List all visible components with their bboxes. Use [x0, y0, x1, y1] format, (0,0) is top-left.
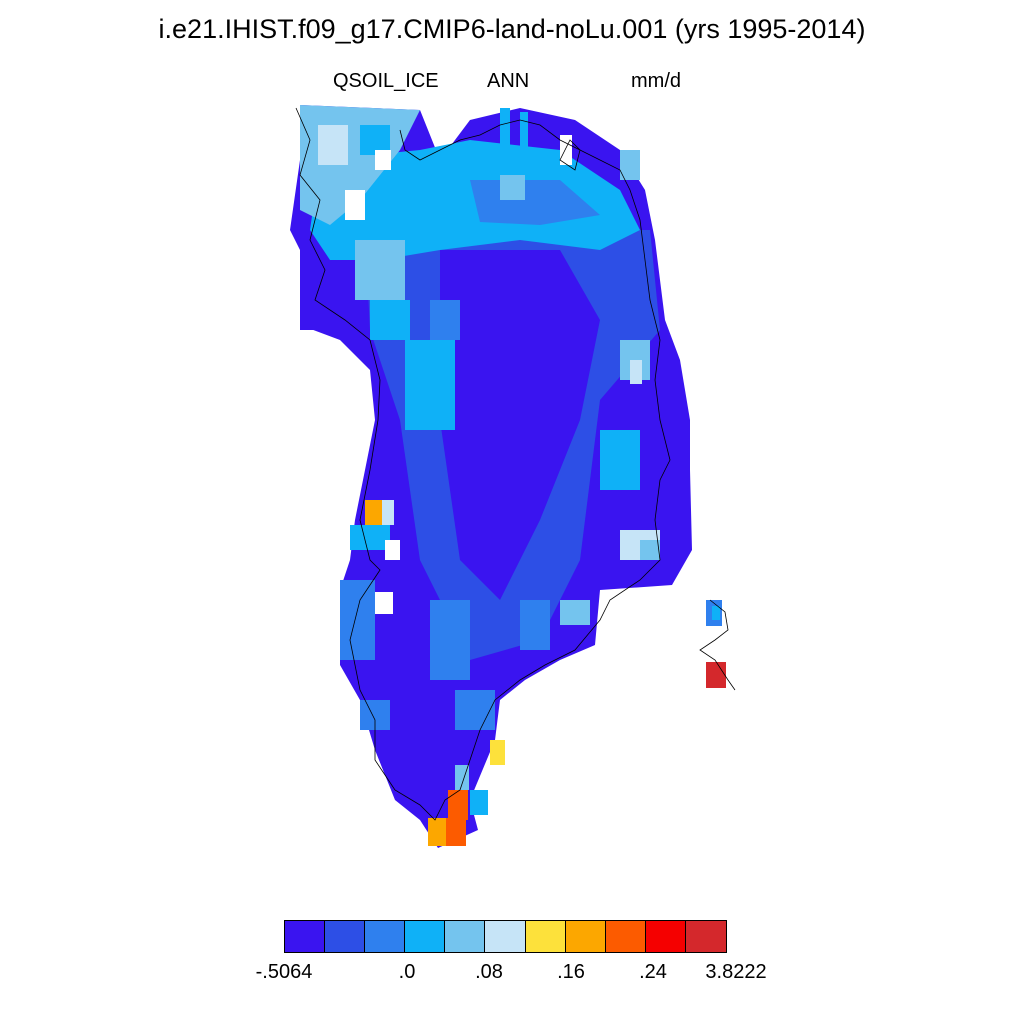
- south-orange-red-cell: [446, 818, 466, 846]
- coastline-path: [295, 107, 671, 821]
- south-orange-red-cell: [448, 790, 468, 820]
- nw-gap: [345, 190, 365, 220]
- units-label: mm/d: [631, 70, 681, 92]
- west-cell: [430, 300, 460, 340]
- colorbar-swatch-6: [525, 921, 566, 952]
- colorbar-tick-label: 3.8222: [705, 961, 767, 983]
- east-cell: [600, 430, 640, 490]
- north-light: [500, 175, 525, 200]
- north-strip: [500, 108, 510, 148]
- colorbar-swatch-7: [565, 921, 606, 952]
- west-edge: [300, 300, 360, 330]
- north-gap: [560, 135, 572, 165]
- map-title: i.e21.IHIST.f09_g17.CMIP6-land-noLu.001 …: [158, 14, 866, 44]
- north-strip: [520, 112, 528, 152]
- season-label: ANN: [487, 70, 530, 92]
- east-cell: [560, 600, 590, 625]
- island-red-cell: [706, 662, 726, 688]
- coastline-path: [699, 599, 736, 691]
- interior-core: [440, 250, 600, 600]
- colorbar-swatch-4: [445, 921, 486, 952]
- west-orange-cell: [365, 500, 383, 530]
- west-cell: [370, 300, 410, 340]
- variable-label: QSOIL_ICE: [333, 70, 439, 92]
- west-cell: [405, 340, 455, 430]
- coastline-path: [559, 139, 581, 171]
- colorbar-tick-label: .0: [398, 961, 416, 983]
- south-orange-cell: [428, 818, 446, 846]
- west-cell: [350, 525, 390, 550]
- coastline: [295, 107, 736, 821]
- colorbar-tick-label: -.5064: [255, 961, 313, 983]
- colorbar-swatch-3: [405, 921, 446, 952]
- south-light-cell: [455, 765, 469, 790]
- west-gap: [385, 540, 400, 560]
- colorbar-swatch-1: [325, 921, 366, 952]
- colorbar-swatch-0: [285, 921, 326, 952]
- colorbar-swatch-5: [485, 921, 526, 952]
- colorbar-tick-label: .08: [475, 961, 503, 983]
- map-cells: [290, 105, 726, 848]
- nw-gap: [375, 150, 391, 170]
- south-yellow-cell: [490, 740, 505, 765]
- east-cell: [520, 600, 550, 650]
- colorbar-swatch-9: [645, 921, 686, 952]
- colorbar-swatch-10: [685, 921, 727, 952]
- west-light: [355, 240, 405, 300]
- island-cell: [712, 606, 720, 620]
- colorbar: [284, 920, 728, 953]
- south-cell: [455, 690, 495, 730]
- colorbar-tick-label: .16: [557, 961, 585, 983]
- south-cell: [470, 790, 488, 815]
- colorbar-tick-label: .24: [639, 961, 667, 983]
- colorbar-swatch-2: [365, 921, 406, 952]
- sw-cell: [430, 600, 470, 680]
- east-cell: [640, 540, 660, 560]
- sw-cell: [340, 580, 375, 660]
- west-gap: [375, 592, 393, 614]
- nw-light-cell: [318, 125, 348, 165]
- west-light-cell: [382, 500, 394, 525]
- colorbar-swatch-8: [605, 921, 646, 952]
- east-lighter: [630, 360, 642, 384]
- ne-cell: [620, 150, 640, 180]
